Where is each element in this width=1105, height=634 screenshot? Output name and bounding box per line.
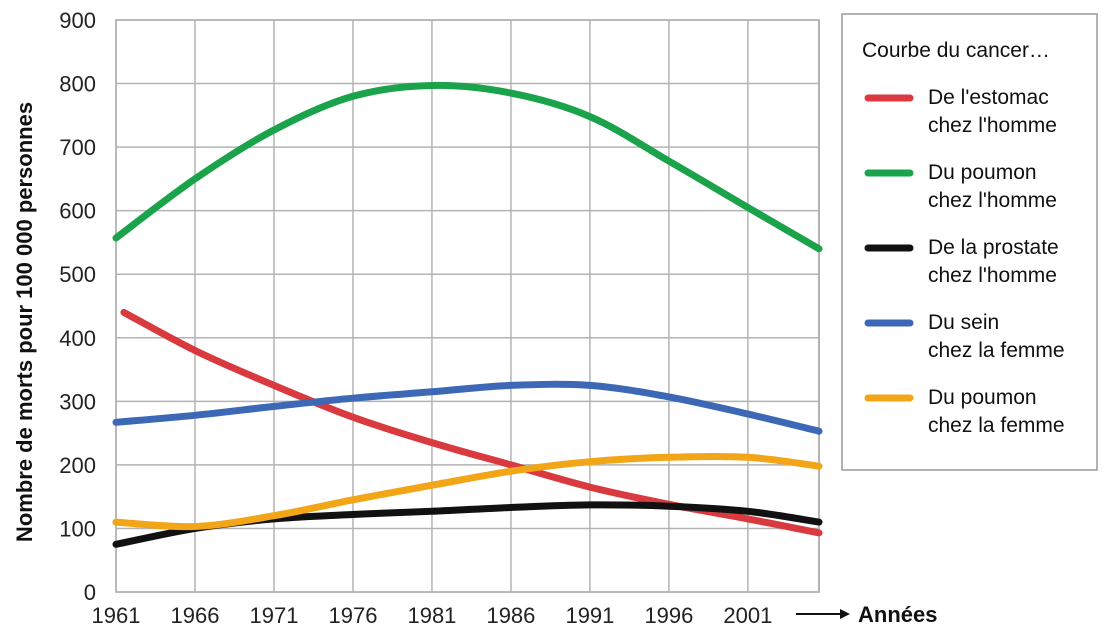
- y-tick-label: 900: [59, 8, 96, 33]
- y-axis-title: Nombre de morts pour 100 000 personnes: [12, 102, 37, 542]
- y-tick-labels: 0 100 200 300 400 500 600 700 800 900: [59, 8, 96, 605]
- x-tick-label: 1986: [486, 603, 535, 628]
- y-tick-label: 0: [84, 580, 96, 605]
- legend-title: Courbe du cancer…: [862, 39, 1050, 62]
- x-tick-label: 1976: [328, 603, 377, 628]
- y-tick-label: 800: [59, 72, 96, 97]
- series-lines: [112, 81, 823, 548]
- x-tick-label: 1996: [644, 603, 693, 628]
- legend-label-line2: chez la femme: [928, 339, 1065, 362]
- legend-label-line1: Du sein: [928, 311, 999, 334]
- grid: [115, 19, 820, 593]
- legend-items: De l'estomac chez l'homme Du poumon chez l'…: [864, 86, 1065, 437]
- legend-item: Du sein chez la femme: [864, 311, 1065, 362]
- x-tick-label: 1966: [171, 603, 220, 628]
- legend-label-line1: Du poumon: [928, 386, 1037, 409]
- series-line-3: [112, 380, 823, 435]
- legend-item: De la prostate chez l'homme: [864, 236, 1059, 287]
- legend-label-line1: De la prostate: [928, 236, 1059, 259]
- x-tick-label: 1991: [565, 603, 614, 628]
- legend-label-line1: De l'estomac: [928, 86, 1049, 109]
- series-line-4: [112, 452, 823, 531]
- y-tick-label: 300: [59, 389, 96, 414]
- x-tick-labels: 1961 1966 1971 1976 1981 1986 1991 1996 2001: [92, 603, 773, 628]
- x-tick-label: 1971: [250, 603, 299, 628]
- x-tick-label: 1961: [92, 603, 141, 628]
- y-tick-label: 400: [59, 326, 96, 351]
- legend: Courbe du cancer… De l'estomac chez l'hom…: [841, 13, 1098, 471]
- legend-label-line2: chez l'homme: [928, 189, 1057, 212]
- x-tick-label: 1981: [407, 603, 456, 628]
- series-line-1: [112, 81, 823, 253]
- legend-item: Du poumon chez la femme: [864, 386, 1065, 437]
- plot-area: [115, 19, 820, 593]
- y-tick-label: 700: [59, 135, 96, 160]
- legend-item: De l'estomac chez l'homme: [864, 86, 1057, 137]
- x-tick-label: 2001: [723, 603, 772, 628]
- y-tick-label: 600: [59, 199, 96, 224]
- y-tick-label: 200: [59, 453, 96, 478]
- legend-item: Du poumon chez l'homme: [864, 161, 1057, 212]
- legend-label-line2: chez l'homme: [928, 264, 1057, 287]
- x-axis-title: Années: [858, 602, 937, 627]
- legend-label-line2: chez l'homme: [928, 114, 1057, 137]
- legend-box: [841, 13, 1098, 471]
- legend-label-line2: chez la femme: [928, 414, 1065, 437]
- legend-label-line1: Du poumon: [928, 161, 1037, 184]
- y-tick-label: 100: [59, 516, 96, 541]
- x-axis-arrow: [796, 609, 850, 619]
- y-tick-label: 500: [59, 262, 96, 287]
